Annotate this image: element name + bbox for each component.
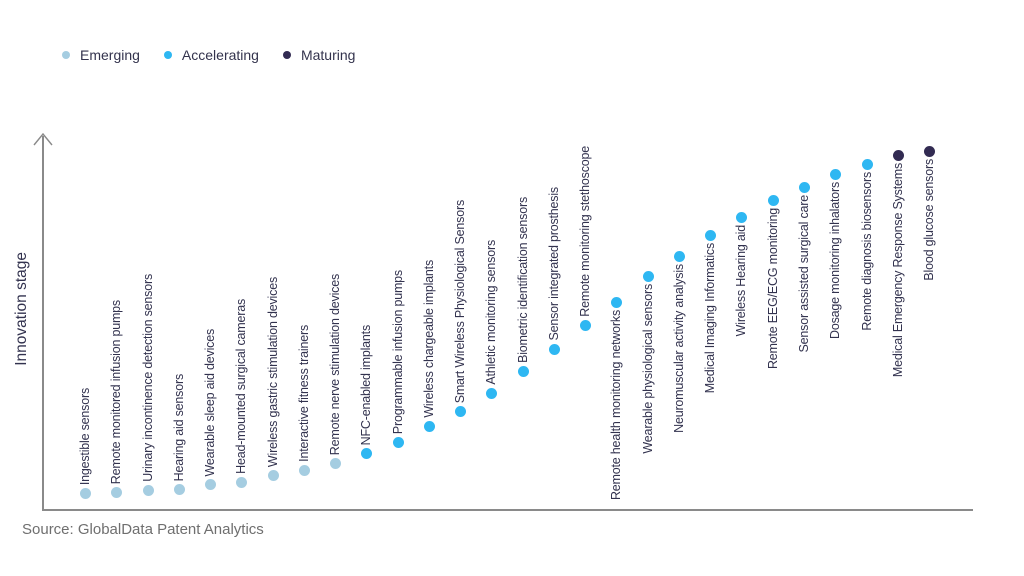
data-point-dot — [173, 483, 185, 495]
data-point-label: NFC-enabled implants — [359, 324, 373, 445]
x-axis-line — [42, 509, 973, 511]
data-point-dot — [235, 476, 247, 488]
y-axis-arrow-icon — [33, 132, 53, 146]
data-point-label: Medical Emergency Response Systems — [891, 163, 905, 378]
data-point-dot — [642, 270, 654, 282]
legend-label: Accelerating — [181, 47, 259, 63]
data-point-dot — [454, 405, 466, 417]
data-point-dot — [329, 457, 341, 469]
data-point-dot — [79, 487, 91, 499]
data-point-label: Wearable physiological sensors — [641, 284, 655, 454]
data-point-label: Remote EEG/ECG monitoring — [766, 208, 780, 370]
data-point-dot — [798, 181, 810, 193]
data-point-label: Remote monitored infusion pumps — [109, 299, 123, 484]
data-point-dot — [861, 158, 873, 170]
data-point-label: Remote diagnosis biosensors — [860, 172, 874, 331]
source-note: Source: GlobalData Patent Analytics — [22, 521, 264, 538]
data-point-label: Interactive fitness trainers — [297, 325, 311, 462]
data-point-label: Biometric identification sensors — [516, 197, 530, 363]
data-point-dot — [829, 168, 841, 180]
data-point-dot — [548, 343, 560, 355]
data-point-dot — [423, 420, 435, 432]
legend-dot-icon — [282, 51, 291, 59]
data-point-label: Remote nerve stimulation devices — [328, 273, 342, 455]
data-point-dot — [360, 447, 372, 459]
data-point-label: Head-mounted surgical cameras — [234, 299, 248, 474]
legend-item: Maturing — [282, 47, 356, 63]
data-point-label: Ingestible sensors — [78, 387, 92, 485]
data-point-dot — [704, 229, 716, 241]
data-point-label: Wearable sleep aid devices — [203, 328, 217, 476]
legend-item: Accelerating — [163, 47, 259, 63]
data-point-label: Smart Wireless Physiological Sensors — [453, 199, 467, 403]
data-point-dot — [110, 486, 122, 498]
legend-label: Maturing — [300, 47, 356, 63]
data-point-dot — [204, 478, 216, 490]
legend-label: Emerging — [80, 47, 140, 63]
data-point-label: Programmable infusion pumps — [391, 269, 405, 434]
data-point-dot — [735, 211, 747, 223]
data-point-label: Remote health monitoring networks — [609, 310, 623, 501]
legend: Emerging Accelerating Maturing — [62, 47, 355, 63]
legend-dot-icon — [163, 51, 172, 59]
data-point-dot — [298, 464, 310, 476]
data-point-label: Sensor integrated prosthesis — [547, 187, 561, 341]
data-point-label: Blood glucose sensors — [922, 159, 936, 281]
data-point-dot — [923, 145, 935, 157]
data-point-label: Wireless Hearing aid — [734, 225, 748, 337]
data-point-dot — [517, 365, 529, 377]
data-point-label: Wireless chargeable implants — [422, 260, 436, 418]
data-point-label: Sensor assisted surgical care — [797, 195, 811, 353]
data-point-label: Athletic monitoring sensors — [484, 240, 498, 385]
data-point-label: Wireless gastric stimulation devices — [266, 276, 280, 467]
data-point-dot — [892, 149, 904, 161]
data-point-dot — [767, 194, 779, 206]
data-point-dot — [610, 296, 622, 308]
legend-item: Emerging — [62, 47, 140, 63]
legend-dot-icon — [62, 51, 70, 59]
data-point-dot — [485, 387, 497, 399]
data-point-label: Urinary incontinence detection sensors — [141, 274, 155, 482]
data-point-dot — [392, 436, 404, 448]
data-point-dot — [142, 484, 154, 496]
data-point-label: Medical Imaging Informatics — [703, 243, 717, 394]
data-point-label: Remote monitoring stethoscope — [578, 146, 592, 317]
data-point-dot — [267, 469, 279, 481]
y-axis-line — [42, 136, 44, 510]
data-point-label: Dosage monitoring inhalators — [828, 182, 842, 339]
data-point-label: Neuromuscular activity analysis — [672, 264, 686, 433]
data-point-dot — [673, 250, 685, 262]
data-point-label: Hearing aid sensors — [172, 373, 186, 481]
data-point-dot — [579, 319, 591, 331]
